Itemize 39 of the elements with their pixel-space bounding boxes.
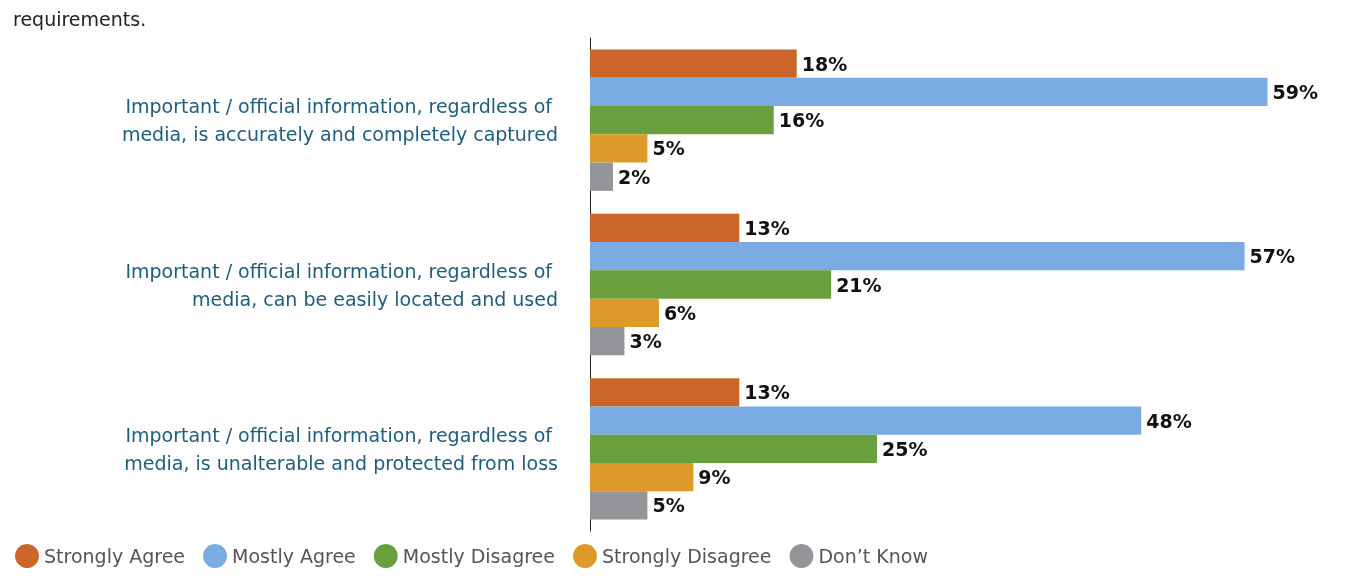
legend-label: Strongly Agree [44,545,186,567]
data-label: 6% [663,301,697,324]
data-label: 5% [652,494,685,517]
data-label: 5% [652,137,685,160]
legend-label: Don’t Know [818,545,928,567]
data-label: 9% [698,466,731,489]
bar [590,462,694,492]
bar [590,162,613,191]
bar [590,77,1268,107]
text: requirements. [13,7,147,30]
bar [590,298,659,327]
bar [590,106,774,135]
data-label: 13% [744,216,790,239]
legend-label: Mostly Agree [232,545,356,567]
data-label: 16% [778,109,825,132]
bar [590,242,1245,271]
data-label: 59% [1272,80,1318,103]
bar [590,406,1142,435]
bar [590,326,625,356]
bar [590,49,797,78]
bar [590,491,648,520]
data-label: 2% [617,165,651,188]
bar [590,270,832,299]
y-tick-label: Important / official information, regardless of media, is unalterable and protected from loss [124,423,558,474]
data-label: 21% [836,273,882,296]
data-label: 18% [801,52,848,75]
legend-label: Strongly Disagree [602,545,772,567]
bar [590,378,740,407]
data-label: 48% [1146,409,1192,432]
data-label: 25% [882,437,928,460]
data-label: 13% [744,381,790,404]
bar [590,213,740,243]
legend-label: Mostly Disagree [402,545,555,567]
data-label: 3% [629,330,662,353]
y-tick-label: Important / official information, regardless of media, can be easily located and used [125,259,558,310]
data-label: 57% [1249,245,1296,268]
bar [590,434,878,463]
bar [590,134,648,163]
y-tick-label: Important / official information, regardless of media, is accurately and completely captured [121,95,558,146]
